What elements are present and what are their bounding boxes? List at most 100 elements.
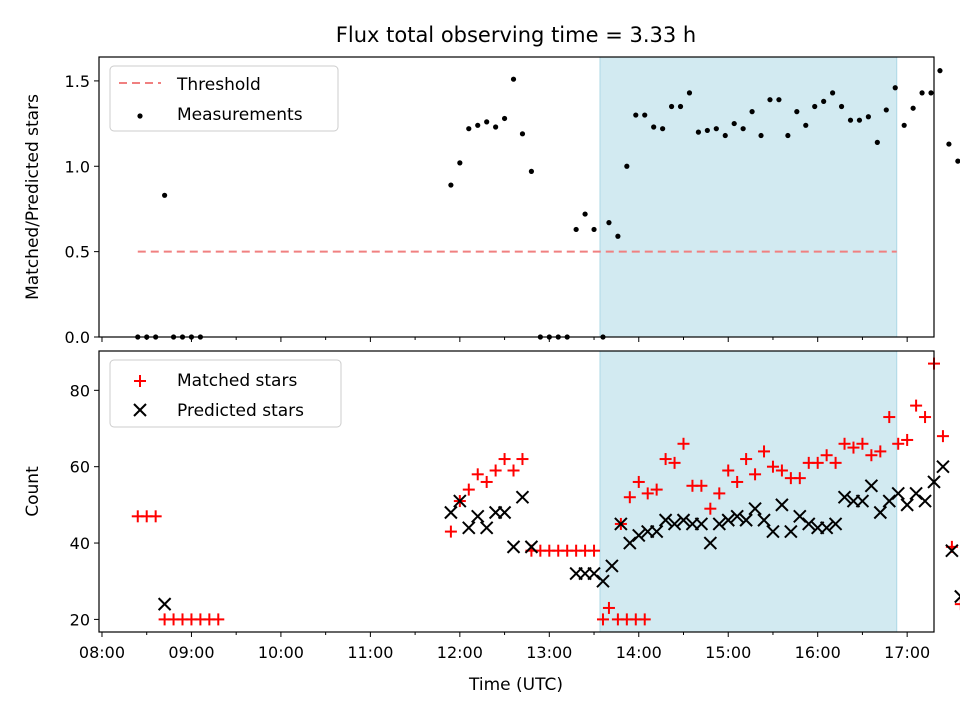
measurement-point — [803, 122, 809, 128]
measurement-point — [162, 192, 168, 198]
measurement-point — [466, 126, 472, 132]
measurement-point — [677, 103, 684, 110]
y-tick-label: 80 — [70, 381, 90, 400]
predicted-star-point — [739, 513, 753, 527]
measurement-point — [731, 120, 737, 127]
measurement-point — [582, 211, 588, 217]
measurement-point — [591, 226, 597, 233]
predicted-star-point — [515, 490, 530, 504]
observing-window-shade — [599, 56, 898, 338]
y-tick-label: 0.5 — [65, 243, 90, 262]
predicted-star-point — [667, 517, 682, 531]
matched-star-point — [212, 613, 225, 626]
matched-star-point — [758, 445, 771, 458]
predicted-star-point — [891, 486, 905, 501]
predicted-star-point — [157, 597, 172, 611]
measurement-point — [651, 124, 657, 130]
legend-matched-swatch — [134, 375, 146, 387]
legend-matched-label: Matched stars — [177, 371, 297, 391]
measurement-point — [510, 76, 517, 82]
measurement-point — [606, 220, 612, 226]
x-tick-label: 08:00 — [79, 643, 125, 662]
predicted-star-point — [828, 517, 843, 531]
matched-star-point — [740, 453, 753, 466]
measurement-point — [937, 68, 943, 74]
matched-star-point — [149, 510, 162, 523]
ratio-panel-ticks: 0.0 0.5 1.0 1.5 — [65, 72, 908, 347]
matched-star-point — [480, 475, 493, 488]
matched-star-point — [489, 464, 502, 477]
measurement-point — [740, 126, 746, 132]
matched-star-point — [677, 437, 690, 450]
predicted-star-point — [632, 528, 646, 543]
predicted-star-point — [748, 501, 762, 516]
x-tick-label: 17:00 — [884, 643, 930, 662]
matched-star-point — [811, 456, 824, 469]
measurement-point — [794, 109, 800, 115]
measurement-point — [493, 124, 499, 130]
predicted-star-point — [462, 521, 476, 535]
legend-threshold-label: Threshold — [176, 75, 261, 95]
predicted-star-point — [784, 524, 798, 539]
matched-star-point — [793, 472, 806, 485]
matched-star-point — [498, 453, 511, 466]
matched-star-point — [883, 411, 896, 424]
measurement-point — [767, 97, 773, 103]
matched-star-point — [820, 449, 833, 462]
predicted-star-point — [712, 517, 726, 531]
measurement-point — [704, 127, 710, 134]
measurement-point — [776, 97, 782, 103]
matched-star-point — [722, 464, 735, 477]
predicted-star-point — [605, 559, 619, 573]
matched-star-point — [632, 475, 645, 488]
measurement-point — [758, 132, 764, 139]
count-panel: 08:00 09:00 10:00 11:00 12:00 13:00 14:00 15:00… — [23, 350, 960, 662]
measurement-point — [874, 139, 880, 145]
predicted-star-point — [471, 509, 485, 524]
predicted-star-point — [479, 521, 494, 535]
count-panel-frame — [98, 350, 935, 633]
matched-star-point — [713, 487, 726, 500]
x-tick-label: 16:00 — [795, 643, 841, 662]
matched-star-point — [954, 598, 960, 611]
measurement-point — [633, 112, 639, 118]
matched-star-point — [444, 525, 457, 538]
measurement-point — [660, 126, 666, 132]
predicted-star-point — [900, 498, 914, 512]
measurement-point — [528, 168, 535, 174]
measurement-point — [838, 103, 845, 110]
measurement-point — [856, 117, 863, 123]
measurement-point — [519, 131, 526, 137]
measurement-point — [722, 132, 728, 139]
matched-star-point — [874, 445, 887, 458]
measurement-point — [901, 122, 907, 128]
y-tick-label: 40 — [70, 534, 90, 553]
measurement-point — [695, 129, 702, 135]
matched-star-point — [775, 464, 788, 477]
count-legend: Matched stars Predicted stars — [109, 359, 342, 428]
x-tick-label: 12:00 — [437, 643, 483, 662]
y-tick-label: 1.0 — [65, 157, 90, 176]
ratio-y-axis-label: Matched/Predicted stars — [23, 94, 43, 300]
measurement-point — [686, 90, 693, 96]
predicted-star-point — [855, 494, 870, 508]
matched-star-point — [668, 456, 681, 469]
legend-predicted-label: Predicted stars — [177, 401, 304, 421]
predicted-star-point — [596, 574, 610, 588]
observing-window-shade — [599, 350, 898, 633]
measurement-point — [955, 158, 960, 164]
predicted-star-point — [864, 479, 879, 493]
count-legend-box — [109, 359, 342, 428]
predicted-star-point — [936, 459, 950, 474]
measurement-point — [624, 163, 630, 169]
predicted-star-point — [775, 498, 789, 512]
measurement-point — [910, 105, 916, 111]
measurement-point — [615, 233, 621, 239]
matched-star-point — [602, 601, 615, 614]
predicted-star-point — [676, 513, 691, 527]
matched-star-point — [901, 433, 914, 446]
predicted-star-point — [721, 513, 735, 527]
predicted-star-point — [453, 494, 467, 508]
predicted-star-point — [945, 543, 959, 558]
legend-measurements-swatch — [137, 113, 143, 119]
